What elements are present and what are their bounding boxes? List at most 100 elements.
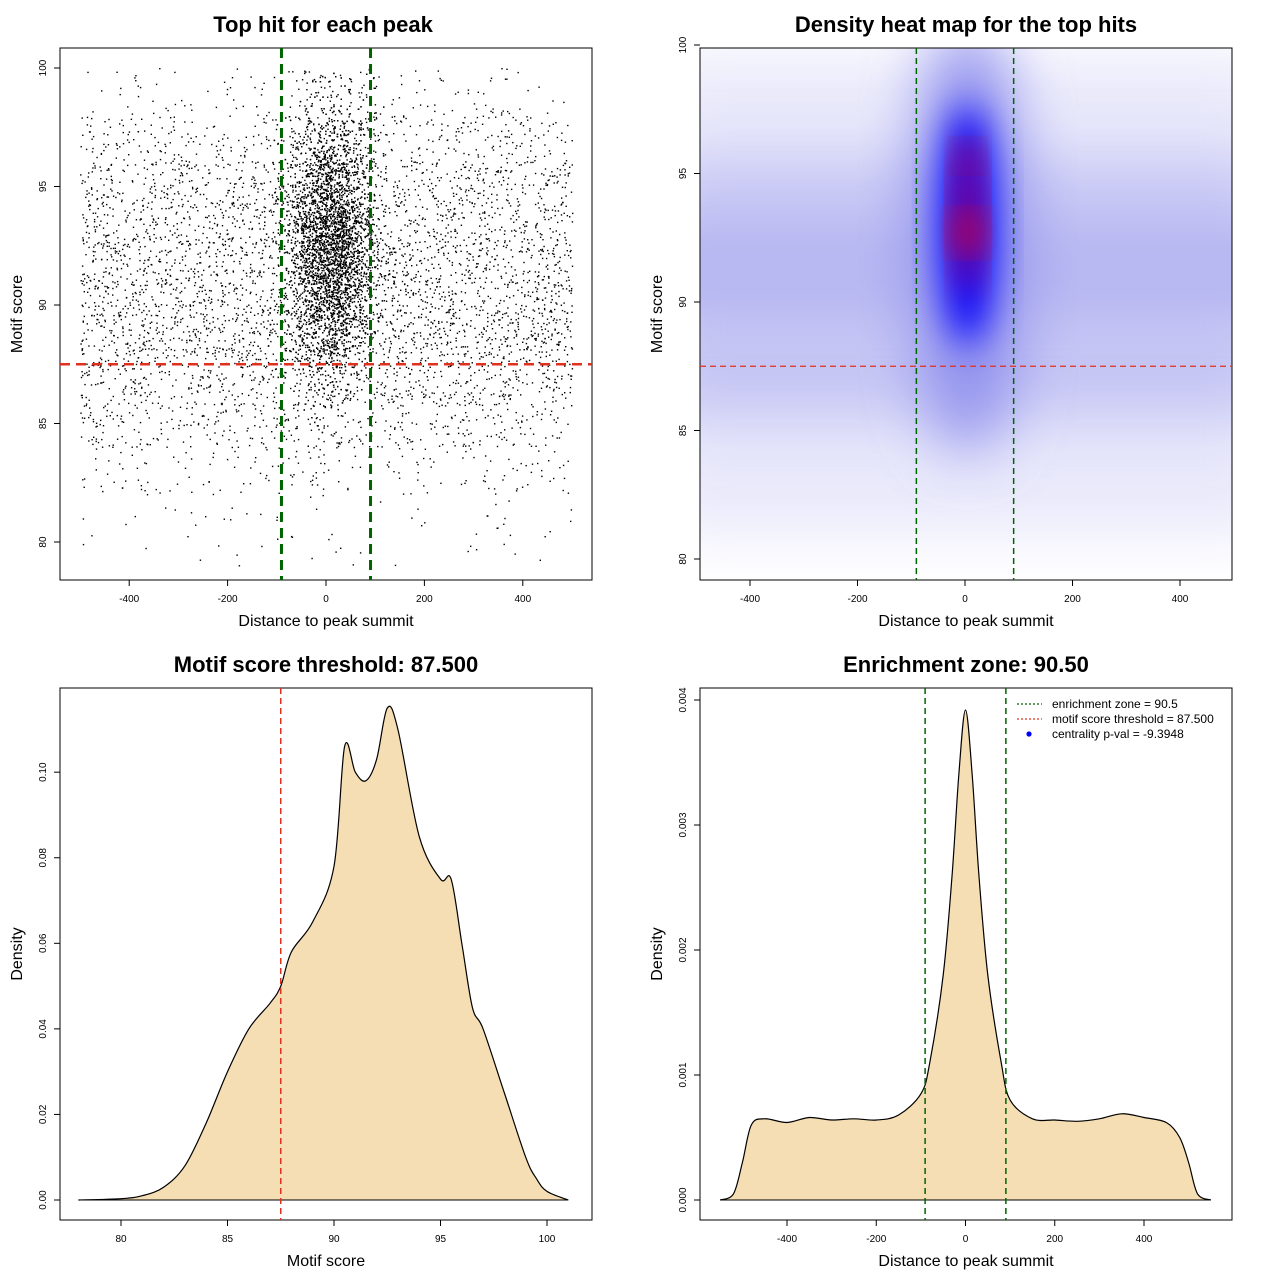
scatter-point <box>253 215 256 217</box>
scatter-point <box>113 323 115 325</box>
scatter-point <box>460 385 462 387</box>
scatter-point <box>216 202 218 205</box>
scatter-point <box>450 299 452 301</box>
scatter-point <box>85 254 87 256</box>
scatter-point <box>190 446 192 448</box>
scatter-point <box>384 385 387 387</box>
scatter-point <box>446 353 449 355</box>
scatter-point <box>561 220 563 222</box>
scatter-point <box>507 194 509 196</box>
scatter-point <box>133 139 135 141</box>
scatter-point <box>262 310 265 312</box>
scatter-point <box>367 152 369 154</box>
scatter-point <box>404 224 406 226</box>
scatter-point <box>314 413 316 415</box>
scatter-point <box>485 238 488 240</box>
scatter-point <box>153 219 155 221</box>
scatter-point <box>566 318 568 320</box>
scatter-point <box>498 436 500 438</box>
scatter-point <box>465 189 467 191</box>
scatter-point <box>410 257 412 259</box>
scatter-point <box>340 437 343 439</box>
scatter-point <box>357 168 359 170</box>
scatter-point <box>546 112 549 114</box>
scatter-point <box>342 332 345 335</box>
scatter-point <box>178 241 180 244</box>
scatter-point <box>285 269 288 271</box>
scatter-point <box>148 256 151 259</box>
scatter-point <box>487 338 489 341</box>
scatter-point <box>228 319 230 322</box>
scatter-point <box>262 249 264 252</box>
scatter-point <box>131 454 133 456</box>
scatter-point <box>559 267 561 269</box>
scatter-point <box>374 134 376 137</box>
scatter-point <box>259 472 262 475</box>
scatter-point <box>442 392 445 394</box>
scatter-point <box>554 264 556 266</box>
scatter-point <box>145 462 148 465</box>
scatter-point <box>197 271 199 273</box>
scatter-point <box>227 304 229 306</box>
scatter-point <box>242 219 244 221</box>
scatter-point <box>473 387 476 389</box>
scatter-point <box>366 283 369 286</box>
scatter-point <box>360 256 363 258</box>
scatter-point <box>128 246 131 248</box>
scatter-point <box>417 508 419 510</box>
scatter-point <box>435 238 437 240</box>
scatter-point <box>501 68 503 70</box>
scatter-point <box>333 127 335 130</box>
scatter-point <box>120 276 122 278</box>
scatter-point <box>440 359 442 362</box>
scatter-point <box>447 241 449 243</box>
scatter-point <box>229 87 232 89</box>
scatter-point <box>452 303 454 306</box>
scatter-point <box>512 116 514 119</box>
scatter-point <box>536 414 538 416</box>
scatter-point <box>261 88 263 90</box>
scatter-point <box>133 349 135 351</box>
scatter-point <box>468 402 470 405</box>
scatter-point <box>534 345 536 347</box>
scatter-point <box>340 169 342 172</box>
scatter-point <box>186 339 188 342</box>
scatter-point <box>188 244 190 247</box>
scatter-point <box>206 319 208 322</box>
scatter-point <box>418 305 420 308</box>
scatter-point <box>126 278 128 280</box>
scatter-point <box>233 191 235 193</box>
scatter-point <box>473 243 476 245</box>
scatter-point <box>248 304 250 306</box>
scatter-point <box>238 196 240 199</box>
scatter-point <box>569 250 571 253</box>
scatter-point <box>563 407 565 409</box>
scatter-point <box>439 337 441 339</box>
scatter-point <box>152 437 155 440</box>
scatter-point <box>302 323 305 325</box>
scatter-point <box>384 208 386 211</box>
scatter-point <box>121 119 123 121</box>
scatter-point <box>383 394 386 397</box>
scatter-point <box>200 262 202 264</box>
scatter-point <box>115 321 117 323</box>
scatter-point <box>102 370 104 373</box>
scatter-point <box>129 258 131 260</box>
scatter-point <box>420 299 423 301</box>
scatter-point <box>102 431 104 434</box>
scatter-point <box>542 372 544 375</box>
scatter-point <box>338 460 340 462</box>
scatter-point <box>266 327 268 330</box>
scatter-point <box>352 395 355 398</box>
scatter-point <box>345 397 347 399</box>
scatter-point <box>409 235 411 237</box>
scatter-point <box>228 390 230 392</box>
scatter-point <box>250 291 252 293</box>
scatter-point <box>511 427 513 429</box>
scatter-point <box>318 290 320 292</box>
scatter-point <box>483 155 485 158</box>
scatter-point <box>419 241 421 243</box>
scatter-point <box>230 240 233 242</box>
scatter-point <box>266 449 268 451</box>
scatter-point <box>446 173 448 175</box>
